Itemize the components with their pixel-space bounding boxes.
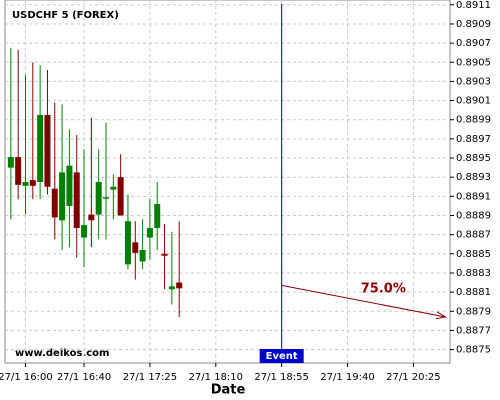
y-tick-label: 0.8881 [456, 287, 491, 298]
candle-body [168, 286, 175, 290]
y-tick-label: 0.8893 [456, 172, 491, 183]
y-tick-label: 0.8879 [456, 306, 491, 317]
candle-body [146, 227, 153, 238]
x-tick-label: 27/1 20:25 [386, 372, 440, 383]
y-tick-label: 0.8905 [456, 57, 491, 68]
watermark: www.delkos.com [15, 348, 109, 359]
y-tick-label: 0.8887 [456, 230, 491, 241]
y-tick-label: 0.8907 [456, 38, 491, 49]
y-tick-label: 0.8891 [456, 191, 491, 202]
candle-body [95, 181, 102, 215]
y-tick-label: 0.8895 [456, 153, 491, 164]
x-tick-label: 27/1 18:10 [189, 372, 243, 383]
candle-body [110, 186, 117, 190]
candle-body [51, 188, 58, 218]
candle-body [154, 204, 161, 228]
event-label-box [259, 349, 304, 363]
y-tick-label: 0.8885 [456, 249, 491, 260]
event-label: Event [266, 351, 298, 362]
candle-body [37, 114, 44, 182]
forecast-label: 75.0% [361, 282, 406, 297]
plot-frame [4, 0, 451, 364]
y-tick-label: 0.8909 [456, 19, 491, 30]
candle-body [66, 165, 73, 206]
candle-body [15, 157, 22, 185]
candle-body [88, 214, 95, 221]
y-tick-label: 0.8883 [456, 268, 491, 279]
x-tick-label: 27/1 19:40 [320, 372, 374, 383]
y-tick-label: 0.8889 [456, 211, 491, 222]
x-tick-label: 27/1 17:25 [123, 372, 177, 383]
y-tick-label: 0.8877 [456, 325, 491, 336]
candle-body [29, 180, 36, 186]
y-tick-label: 0.8901 [456, 96, 491, 107]
candle-body [103, 197, 110, 199]
candle-body [132, 242, 139, 253]
x-tick-label: 27/1 18:55 [254, 372, 308, 383]
candle-body [81, 225, 88, 238]
y-tick-label: 0.8911 [456, 0, 491, 11]
y-tick-label: 0.8899 [456, 115, 491, 126]
chart-title: USDCHF 5 (FOREX) [12, 10, 119, 21]
candle-body [139, 249, 146, 262]
y-tick-label: 0.8875 [456, 345, 491, 356]
candle-body [117, 177, 124, 216]
x-axis-title: Date [211, 383, 246, 398]
x-tick-label: 27/1 16:40 [57, 372, 111, 383]
x-tick-label: 27/1 16:00 [0, 372, 53, 383]
candle-body [22, 181, 29, 186]
candle-body [7, 157, 14, 168]
candle-body [44, 114, 51, 187]
candle-body [176, 282, 183, 289]
candle-body [124, 221, 131, 265]
forecast-arrowhead [435, 311, 448, 320]
candle-body [59, 172, 66, 221]
candle-body [73, 172, 80, 228]
y-tick-label: 0.8903 [456, 76, 491, 87]
forecast-arrow [281, 284, 446, 318]
y-tick-label: 0.8897 [456, 134, 491, 145]
candle-body [161, 253, 168, 256]
